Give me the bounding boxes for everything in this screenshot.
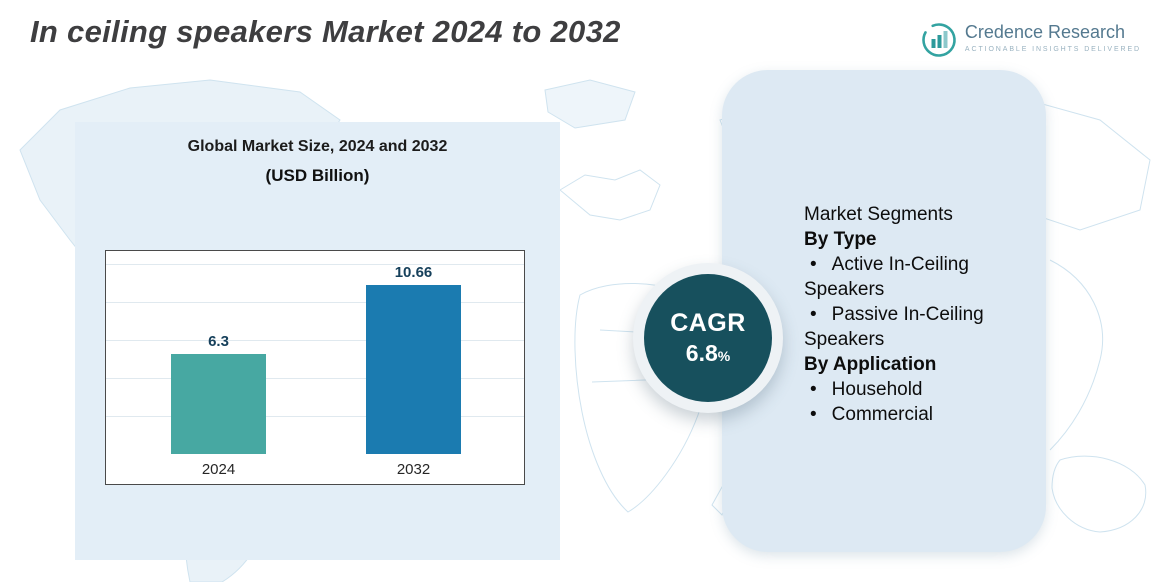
cagr-number: 6.8	[685, 340, 718, 366]
cagr-badge: CAGR 6.8%	[633, 263, 783, 413]
bar-value-2032: 10.66	[394, 264, 433, 282]
x-axis-label-2024: 2024	[201, 461, 236, 478]
list-item: Passive In-Ceiling Speakers	[804, 302, 1040, 352]
logo-name: Credence Research	[964, 22, 1126, 42]
bar-group-2032: 10.66	[366, 264, 461, 454]
segments-panel: Market Segments By Type Active In-Ceilin…	[722, 70, 1046, 552]
cagr-circle: CAGR 6.8%	[644, 274, 772, 402]
logo-tagline: Actionable Insights Delivered	[964, 46, 1141, 53]
chart-plot-area: 6.3 10.66	[106, 264, 524, 454]
list-item: Active In-Ceiling Speakers	[804, 252, 1040, 302]
chart-subtitle: (USD Billion)	[265, 166, 370, 185]
logo-text: Credence Research Actionable Insights De…	[965, 22, 1141, 53]
x-axis-label-2032: 2032	[396, 461, 431, 478]
bar-2024	[171, 354, 266, 454]
by-application-list: Household Commercial	[804, 377, 1040, 427]
cagr-label: CAGR	[670, 309, 746, 337]
list-item: Household	[804, 377, 1040, 402]
list-item: Commercial	[804, 402, 1040, 427]
chart-panel: Global Market Size, 2024 and 2032 (USD B…	[75, 122, 560, 560]
page-title: In ceiling speakers Market 2024 to 2032	[30, 14, 621, 49]
by-application-heading: By Application	[804, 354, 937, 375]
logo-bars-icon	[922, 23, 956, 57]
by-type-list: Active In-Ceiling Speakers Passive In-Ce…	[804, 252, 1040, 352]
bar-chart: 6.3 10.66 2024 2032	[105, 250, 525, 485]
segments-content: Market Segments By Type Active In-Ceilin…	[804, 202, 1040, 427]
cagr-value: 6.8%	[686, 340, 730, 367]
bar-value-2024: 6.3	[208, 333, 229, 351]
brand-logo: Credence Research Actionable Insights De…	[921, 22, 1141, 58]
bar-group-2024: 6.3	[171, 264, 266, 454]
segments-title: Market Segments	[804, 204, 953, 225]
by-type-heading: By Type	[804, 229, 877, 250]
bar-2032	[366, 285, 461, 454]
cagr-percent-sign: %	[717, 348, 731, 364]
chart-title: Global Market Size, 2024 and 2032	[187, 138, 448, 155]
